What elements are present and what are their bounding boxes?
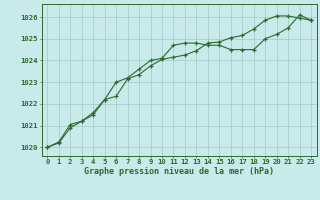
X-axis label: Graphe pression niveau de la mer (hPa): Graphe pression niveau de la mer (hPa) <box>84 167 274 176</box>
